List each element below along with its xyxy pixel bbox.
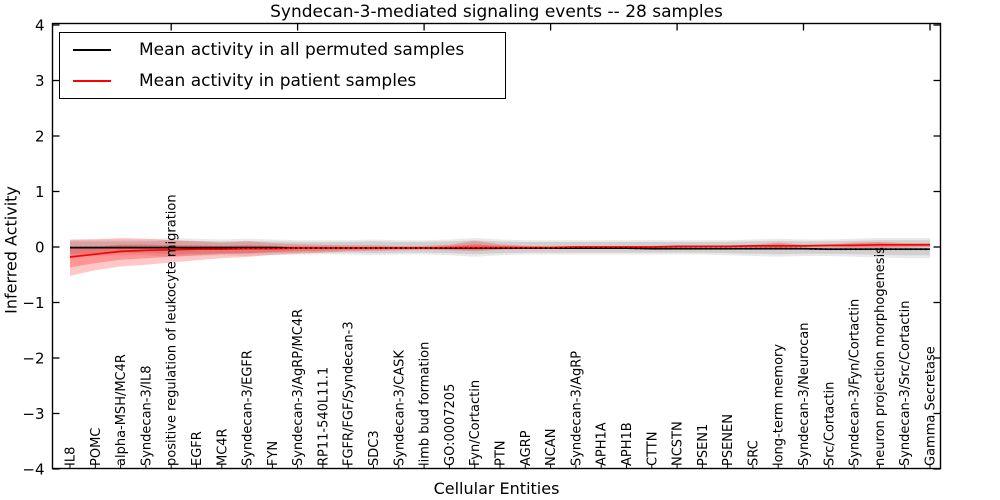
x-category-label: limb bud formation xyxy=(418,342,433,466)
x-category-label: SRC xyxy=(746,440,761,466)
x-category-label: AGRP xyxy=(519,430,534,466)
x-category-label: Syndecan-3/Src/Cortactin xyxy=(898,300,913,466)
chart-title: Syndecan-3-mediated signaling events -- … xyxy=(270,2,723,22)
x-category-label: neuron projection morphogenesis xyxy=(873,247,888,466)
x-category-label: MC4R xyxy=(215,428,230,466)
legend-line-red-icon xyxy=(73,80,111,82)
x-category-label: GO:0007205 xyxy=(443,384,458,466)
x-category-label: POMC xyxy=(89,428,104,466)
legend-item-patient: Mean activity in patient samples xyxy=(60,69,505,93)
x-category-label: Syndecan-3/IL8 xyxy=(139,366,154,466)
x-category-label: Syndecan-3/Neurocan xyxy=(797,323,812,466)
y-tick-label: −2 xyxy=(22,350,44,368)
y-tick-label: 3 xyxy=(35,72,45,90)
x-category-label: RP11-540L11.1 xyxy=(316,367,331,466)
y-tick-label: −1 xyxy=(22,294,44,312)
x-category-label: FYN xyxy=(266,441,281,466)
y-tick-label: −3 xyxy=(22,405,44,423)
x-category-label: Fyn/Cortactin xyxy=(468,380,483,466)
x-category-label: Syndecan-3/AgRP xyxy=(569,351,584,466)
x-category-label: Syndecan-3/AgRP/MC4R xyxy=(291,309,306,466)
permuted-mean-dotted-line xyxy=(70,246,930,251)
x-category-label: Syndecan-3/CASK xyxy=(392,350,407,466)
x-category-label: long-term memory xyxy=(772,344,787,466)
x-category-label: APH1A xyxy=(595,422,610,466)
y-tick-label: 4 xyxy=(35,17,45,35)
x-category-label: Src/Cortactin xyxy=(822,382,837,466)
x-category-label: positive regulation of leukocyte migrati… xyxy=(165,194,180,466)
y-axis-label: Inferred Activity xyxy=(1,186,21,314)
patient-band-inner xyxy=(70,243,930,268)
x-category-label: Syndecan-3/EGFR xyxy=(241,350,256,466)
y-tick-label: −4 xyxy=(22,461,44,479)
y-tick-label: 1 xyxy=(35,183,45,201)
legend-box: Mean activity in all permuted samples Me… xyxy=(59,32,506,99)
x-category-label: NCAN xyxy=(544,429,559,466)
x-category-label: SDC3 xyxy=(367,430,382,466)
legend-label-permuted: Mean activity in all permuted samples xyxy=(139,40,465,60)
x-axis-label: Cellular Entities xyxy=(433,479,560,498)
x-category-label: PSEN1 xyxy=(696,424,711,466)
legend-label-patient: Mean activity in patient samples xyxy=(139,71,417,91)
x-category-label: APH1B xyxy=(620,422,635,466)
legend-item-permuted: Mean activity in all permuted samples xyxy=(60,38,505,62)
legend-line-black-icon xyxy=(73,49,111,51)
axes-frame xyxy=(51,22,942,470)
x-category-label: FGFR/FGF/Syndecan-3 xyxy=(342,321,357,466)
y-tick-label: 2 xyxy=(35,128,45,146)
x-category-label: alpha-MSH/MC4R xyxy=(114,354,129,466)
x-category-label: EGFR xyxy=(190,431,205,466)
x-category-label: Syndecan-3/Fyn/Cortactin xyxy=(848,299,863,466)
y-tick-label: 0 xyxy=(35,239,45,257)
x-category-label: IL8 xyxy=(64,447,79,466)
x-category-label: PTN xyxy=(494,440,509,466)
x-category-label: NCSTN xyxy=(671,421,686,466)
x-category-label: PSENEN xyxy=(721,414,736,466)
x-category-label: Gamma Secretase xyxy=(924,346,939,466)
x-category-label: CTTN xyxy=(645,432,660,466)
